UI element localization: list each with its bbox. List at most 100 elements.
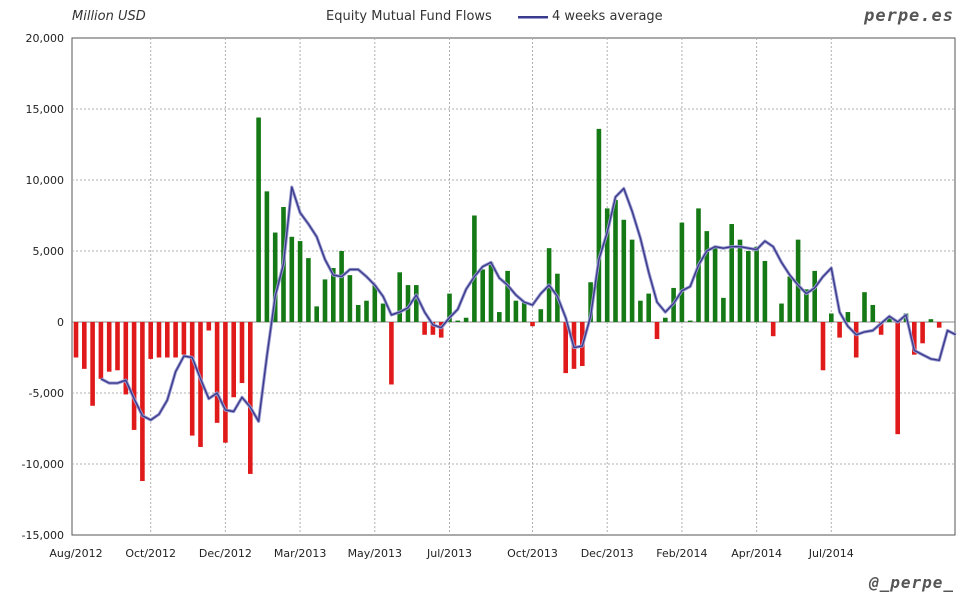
- flow-bar: [829, 313, 834, 322]
- flow-bar: [837, 322, 842, 338]
- flow-bar: [687, 320, 693, 322]
- flow-bar: [638, 300, 643, 322]
- x-tick-label: Oct/2012: [125, 547, 176, 560]
- y-tick-label: 15,000: [26, 103, 65, 116]
- y-tick-label: 5,000: [33, 245, 65, 258]
- flow-bar: [140, 322, 145, 482]
- flow-bar: [239, 322, 245, 384]
- flow-bar: [115, 322, 120, 371]
- flow-bar: [231, 322, 236, 398]
- y-tick-label: -5,000: [29, 387, 64, 400]
- x-tick-label: Oct/2013: [507, 547, 558, 560]
- flow-bar: [455, 320, 461, 322]
- flow-bar: [704, 231, 710, 322]
- flow-bar: [721, 297, 726, 322]
- x-axis-ticks: Aug/2012 Oct/2012 Dec/2012 Mar/2013 May/2013…: [49, 547, 853, 560]
- flow-bar: [297, 241, 303, 322]
- flow-bar: [928, 319, 934, 322]
- flow-bar: [472, 215, 477, 322]
- flow-bar: [787, 276, 793, 322]
- x-tick-label: Jul/2013: [426, 547, 472, 560]
- flow-bar: [596, 128, 602, 322]
- flow-bar: [397, 272, 402, 322]
- flow-bar: [289, 236, 295, 322]
- flow-bar: [729, 224, 734, 322]
- flow-bar: [181, 322, 187, 355]
- flow-bar: [920, 322, 925, 344]
- x-tick-label: Aug/2012: [49, 547, 102, 560]
- flow-bar: [563, 322, 568, 374]
- flow-bar: [513, 300, 519, 322]
- flow-bar: [256, 117, 261, 323]
- x-tick-label: Apr/2014: [731, 547, 782, 560]
- flow-bar: [438, 322, 444, 338]
- flow-bar: [804, 289, 809, 322]
- flow-bar: [505, 270, 510, 322]
- y-tick-label: -10,000: [22, 458, 64, 471]
- flow-bar: [712, 246, 718, 322]
- x-tick-label: Feb/2014: [656, 547, 707, 560]
- flow-bar: [878, 322, 884, 335]
- y-axis-ticks: 20,000 15,000 10,000 5,000 0 -5,000 -10,000 -15…: [22, 32, 64, 542]
- flow-bar: [447, 293, 452, 322]
- legend-swatch-average: [518, 15, 548, 18]
- flow-bar: [604, 208, 610, 322]
- average-line: [100, 186, 957, 423]
- flow-bar: [331, 268, 336, 322]
- plot-area: [71, 37, 956, 536]
- flow-bar: [82, 322, 87, 369]
- flow-bar: [463, 317, 469, 322]
- flow-bar: [264, 191, 270, 322]
- flow-bar: [173, 322, 178, 358]
- flow-bar: [820, 322, 826, 371]
- flow-bar: [812, 270, 817, 322]
- flow-bar: [629, 239, 635, 322]
- flow-bar: [887, 316, 892, 322]
- flow-bar: [912, 322, 917, 355]
- flow-bar: [405, 285, 411, 322]
- flow-bar: [339, 251, 344, 322]
- flow-bar: [73, 322, 79, 358]
- flow-bar: [347, 275, 353, 322]
- flow-bar: [538, 309, 544, 322]
- flow-bar: [414, 285, 419, 322]
- flow-bar: [248, 322, 253, 474]
- flow-bar: [895, 322, 900, 435]
- flow-bar: [90, 322, 95, 406]
- flow-bar: [497, 312, 502, 322]
- legend-label-average: 4 weeks average: [552, 9, 663, 24]
- flow-bar: [480, 269, 485, 322]
- flow-bar: [663, 317, 668, 322]
- flow-bar: [853, 322, 859, 358]
- flow-bar: [936, 322, 942, 328]
- y-tick-label: 0: [57, 316, 64, 329]
- flow-bar: [795, 239, 801, 322]
- flow-bar: [845, 312, 851, 322]
- chart-title: Equity Mutual Fund Flows: [326, 9, 492, 24]
- flow-bar: [106, 322, 112, 372]
- flow-bar: [322, 279, 328, 322]
- flow-bar: [165, 322, 170, 358]
- flow-bar: [430, 322, 436, 335]
- flow-bar: [613, 199, 618, 322]
- y-tick-label: 10,000: [26, 174, 65, 187]
- flow-bar: [123, 322, 129, 395]
- x-tick-label: Mar/2013: [274, 547, 326, 560]
- flow-bar: [521, 302, 527, 322]
- flow-bar: [306, 258, 311, 322]
- flow-bar: [148, 322, 153, 359]
- author-handle: @_perpe_: [868, 573, 954, 592]
- x-tick-label: Dec/2013: [581, 547, 634, 560]
- legend: 4 weeks average: [518, 9, 663, 24]
- flow-bar: [189, 322, 195, 436]
- flow-bar: [198, 322, 203, 447]
- flow-bar: [488, 262, 494, 322]
- flow-bar: [530, 322, 535, 327]
- flow-bar: [389, 322, 394, 385]
- flow-bar: [372, 285, 378, 322]
- x-tick-label: May/2013: [348, 547, 402, 560]
- flow-bar: [314, 306, 319, 322]
- flow-bar: [870, 304, 876, 322]
- flow-bar: [654, 322, 660, 340]
